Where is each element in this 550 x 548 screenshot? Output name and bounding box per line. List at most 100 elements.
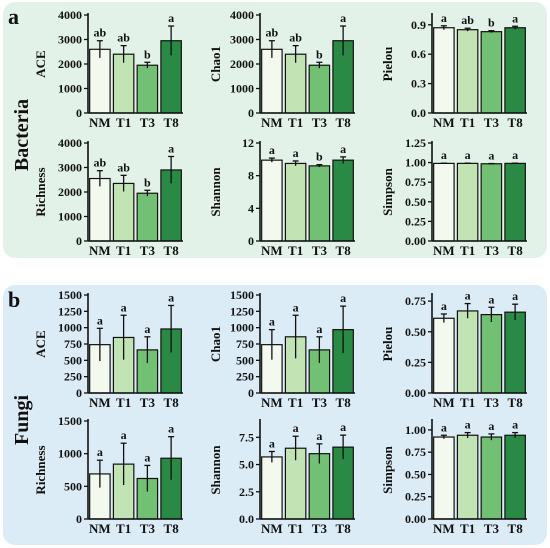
x-tick-label: NM	[261, 395, 283, 410]
significance-label: a	[488, 419, 494, 433]
y-tick-label: 0.75	[405, 175, 426, 189]
y-axis-label: Pielou	[380, 327, 395, 362]
x-tick-label: T1	[288, 243, 303, 258]
y-tick-label: 1250	[58, 304, 82, 318]
y-axis-label: Richness	[33, 167, 48, 216]
y-tick-label: 1500	[58, 414, 82, 428]
bar	[456, 162, 479, 242]
significance-label: a	[512, 148, 518, 162]
significance-label: a	[488, 292, 494, 306]
y-axis-label: Richness	[33, 445, 48, 494]
x-tick-label: NM	[261, 115, 283, 130]
bar	[308, 64, 331, 114]
x-tick-label: T8	[164, 243, 180, 258]
significance-label: a	[97, 313, 103, 327]
significance-label: b	[316, 47, 323, 61]
y-tick-label: 1000	[58, 210, 82, 224]
chart-bacteria-pielou: 0.0 0.3 0.6 0.9 a NM ab T1 b T3 a T8 Pielou	[380, 11, 527, 130]
x-tick-label: T8	[336, 115, 352, 130]
y-tick-label: 0.0	[411, 106, 426, 120]
x-tick-label: T1	[460, 243, 475, 258]
y-tick-label: 3000	[230, 33, 254, 47]
y-tick-label: 0	[248, 106, 254, 120]
y-tick-label: 1500	[58, 288, 82, 302]
x-tick-label: T3	[140, 115, 156, 130]
significance-label: a	[168, 422, 174, 436]
bar	[480, 314, 503, 394]
significance-label: a	[168, 290, 174, 304]
bar	[433, 27, 455, 114]
x-tick-label: T3	[140, 521, 156, 536]
x-tick-label: T1	[116, 115, 131, 130]
significance-label: ab	[117, 31, 130, 45]
y-tick-label: 0	[76, 386, 82, 400]
y-tick-label: 3000	[58, 33, 82, 47]
significance-label: a	[340, 420, 346, 434]
bar	[261, 456, 283, 520]
bar	[332, 159, 354, 242]
x-tick-label: T1	[460, 115, 475, 130]
section-a-group-label: Bacteria	[11, 99, 33, 171]
x-tick-label: T8	[508, 395, 524, 410]
x-tick-label: T3	[140, 395, 156, 410]
chart-fungi-richness: 0 500 1000 1500 a NM a T1 a T3 a T8 Richness	[33, 414, 183, 536]
significance-label: a	[512, 418, 518, 432]
y-tick-label: 750	[64, 337, 82, 351]
significance-label: a	[465, 148, 471, 162]
x-tick-label: T1	[460, 521, 475, 536]
y-tick-label: 12	[242, 136, 254, 150]
y-tick-label: 0.00	[405, 234, 426, 248]
significance-label: a	[293, 300, 299, 314]
y-tick-label: 1000	[230, 82, 254, 96]
y-tick-label: 0	[76, 512, 82, 526]
y-tick-label: 1.25	[405, 136, 426, 150]
significance-label: ab	[289, 31, 302, 45]
bar	[433, 317, 455, 394]
bar	[504, 311, 526, 394]
significance-label: a	[465, 289, 471, 303]
y-tick-label: 0.75	[405, 445, 426, 459]
x-tick-label: T8	[508, 521, 524, 536]
y-tick-label: 1000	[230, 321, 254, 335]
significance-label: ab	[117, 160, 130, 174]
x-tick-label: NM	[89, 115, 111, 130]
x-tick-label: T8	[336, 521, 352, 536]
x-tick-label: T1	[288, 521, 303, 536]
bar	[261, 159, 283, 242]
section-b-group-label: Fungi	[11, 395, 33, 445]
significance-label: a	[97, 445, 103, 459]
x-tick-label: NM	[89, 521, 111, 536]
y-axis-label: Shannon	[208, 167, 223, 217]
significance-label: a	[269, 143, 275, 157]
bar	[504, 27, 526, 114]
significance-label: a	[168, 11, 174, 25]
significance-label: ab	[461, 13, 474, 27]
y-tick-label: 2000	[58, 57, 82, 71]
bar	[136, 64, 159, 114]
significance-label: a	[512, 289, 518, 303]
x-tick-label: NM	[433, 521, 455, 536]
significance-label: a	[121, 428, 127, 442]
bar	[261, 48, 283, 114]
y-tick-label: 4	[248, 201, 254, 215]
significance-label: a	[441, 148, 447, 162]
significance-label: a	[340, 11, 346, 25]
chart-bacteria-simpson: 0.00 0.25 0.50 0.75 1.00 1.25 a NM a T1 a T3 a T8 Simp…	[380, 136, 527, 258]
x-tick-label: T8	[164, 521, 180, 536]
significance-label: a	[488, 149, 494, 163]
bar	[284, 162, 307, 242]
y-axis-label: Chao1	[208, 326, 223, 362]
y-tick-label: 500	[64, 479, 82, 493]
significance-label: a	[293, 146, 299, 160]
y-axis-label: Simpson	[380, 445, 395, 493]
significance-label: b	[144, 47, 151, 61]
bar	[456, 434, 479, 520]
chart-bacteria-chao1: 0 1000 2000 3000 4000 ab NM ab T1 b T3 a T8 Chao1	[208, 8, 355, 130]
bar	[433, 162, 455, 242]
x-tick-label: NM	[433, 395, 455, 410]
x-tick-label: T3	[312, 243, 328, 258]
x-tick-label: NM	[433, 115, 455, 130]
x-tick-label: T1	[116, 395, 131, 410]
y-tick-label: 0.25	[405, 490, 426, 504]
y-tick-label: 0.50	[405, 195, 426, 209]
